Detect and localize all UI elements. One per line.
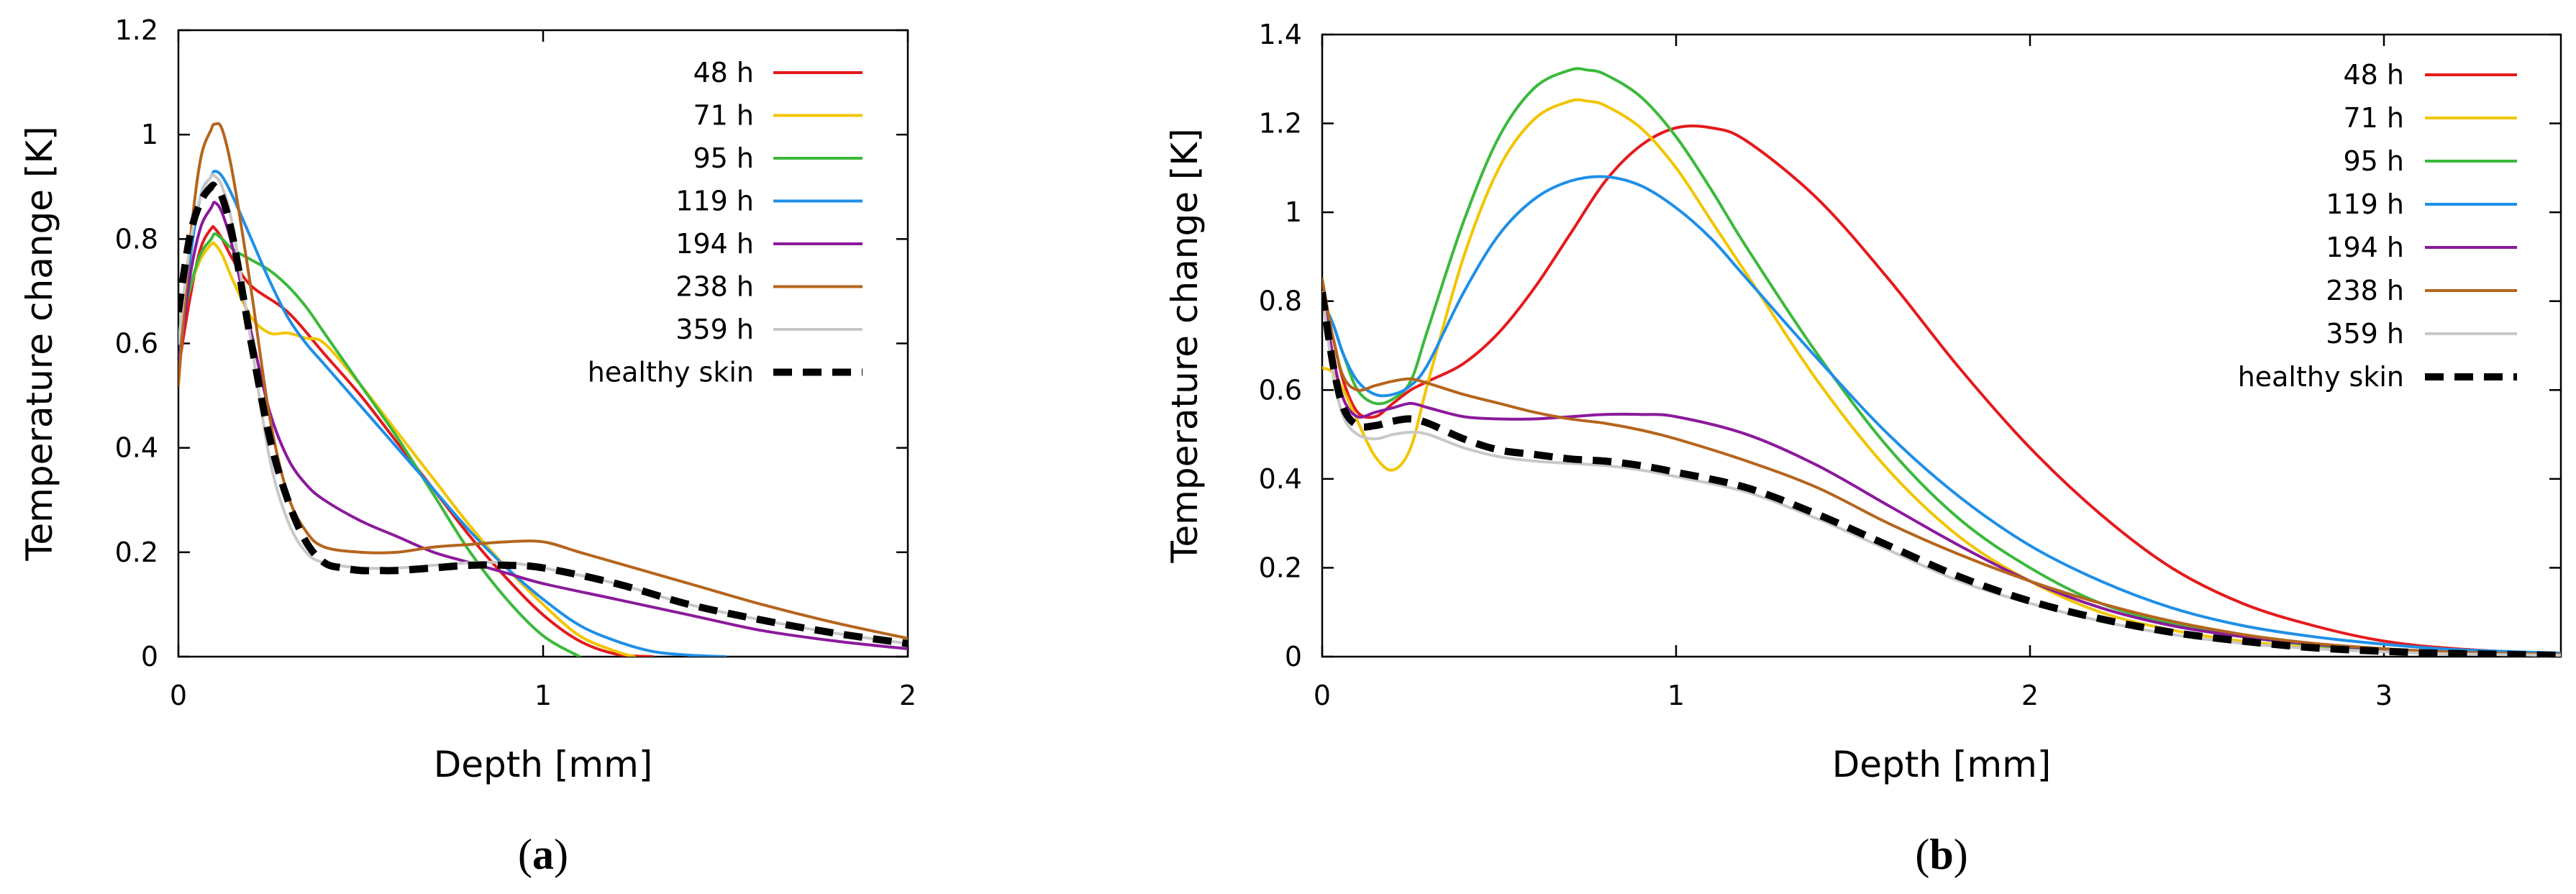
panel-label-close: ) bbox=[554, 831, 568, 878]
legend-label: 48 h bbox=[693, 57, 754, 88]
x-tick-label: 3 bbox=[2375, 680, 2393, 711]
y-tick-label: 1 bbox=[141, 119, 158, 150]
y-tick-label: 0.8 bbox=[115, 223, 158, 255]
series-lines bbox=[1322, 67, 2561, 657]
series-lines bbox=[178, 122, 908, 657]
x-tick-label: 1 bbox=[534, 680, 552, 711]
chart-panel-b: 0 0.2 0.4 0.6 0.8 1 1.2 1.4 0 1 2 3 Depth [mm] Temper… bbox=[1164, 19, 2562, 878]
series-line-48-h bbox=[1322, 124, 2561, 656]
legend-label: 95 h bbox=[693, 142, 754, 174]
series-line-194-h bbox=[178, 201, 908, 651]
legend-label: 71 h bbox=[693, 100, 754, 132]
legend-label: 119 h bbox=[675, 186, 754, 217]
y-axis-label: Temperature change [K] bbox=[19, 126, 60, 561]
series-line-119-h bbox=[178, 169, 727, 657]
x-tick-label: 1 bbox=[1667, 680, 1685, 711]
y-tick-label: 1.2 bbox=[1259, 108, 1302, 140]
plot-frame bbox=[177, 29, 909, 658]
legend: 48 h 71 h 95 h 119 h 194 h 238 h 359 h healthy … bbox=[588, 57, 863, 388]
x-tick-label: 0 bbox=[170, 680, 187, 711]
legend-label: 119 h bbox=[2326, 188, 2404, 220]
y-tick-label: 1 bbox=[1285, 196, 1302, 228]
panel-label: (b) bbox=[1915, 831, 1967, 878]
y-tick-label: 0 bbox=[1285, 641, 1302, 672]
series-line-71-h bbox=[178, 241, 636, 657]
series-line-healthy-skin bbox=[1322, 291, 2561, 657]
panel-label-close: ) bbox=[1954, 831, 1968, 878]
panel-label-letter: a bbox=[532, 831, 554, 878]
plot-frame bbox=[1321, 33, 2562, 658]
legend-label: healthy skin bbox=[2238, 361, 2404, 393]
series-line-238-h bbox=[1322, 277, 2561, 656]
y-tick-label: 0.6 bbox=[1259, 374, 1302, 406]
x-axis-label: Depth [mm] bbox=[1832, 744, 2052, 785]
series-line-238-h bbox=[178, 122, 908, 640]
y-tick-label: 0.4 bbox=[1259, 463, 1302, 495]
series-line-119-h bbox=[1322, 175, 2561, 655]
y-tick-label: 1.2 bbox=[115, 14, 158, 46]
panel-label-open: ( bbox=[1915, 831, 1929, 878]
x-tick-label: 2 bbox=[2021, 680, 2039, 711]
legend-label: 238 h bbox=[675, 271, 754, 303]
x-tick-label: 0 bbox=[1314, 680, 1331, 711]
y-axis-label: Temperature change [K] bbox=[1164, 128, 1206, 563]
panel-label-open: ( bbox=[518, 831, 532, 878]
legend-label: 71 h bbox=[2343, 102, 2404, 134]
legend: 48 h 71 h 95 h 119 h 194 h 238 h 359 h healthy … bbox=[2238, 59, 2517, 393]
y-tick-label: 0.2 bbox=[115, 537, 158, 568]
legend-label: healthy skin bbox=[588, 357, 754, 388]
panel-label-letter: b bbox=[1929, 831, 1953, 878]
x-axis-label: Depth [mm] bbox=[434, 744, 653, 785]
y-tick-label: 0.2 bbox=[1259, 552, 1302, 583]
y-tick-label: 0 bbox=[141, 641, 158, 672]
panel-label: (a) bbox=[518, 831, 568, 878]
y-tick-label: 0.8 bbox=[1259, 286, 1302, 317]
series-line-95-h bbox=[178, 232, 581, 657]
legend-label: 359 h bbox=[675, 314, 754, 345]
legend-label: 95 h bbox=[2343, 145, 2404, 177]
legend-label: 359 h bbox=[2326, 318, 2404, 350]
y-tick-label: 1.4 bbox=[1259, 19, 1302, 50]
series-line-194-h bbox=[1322, 291, 2561, 657]
legend-label: 48 h bbox=[2343, 59, 2404, 91]
y-tick-label: 0.6 bbox=[115, 328, 158, 360]
legend-label: 238 h bbox=[2326, 275, 2404, 306]
legend-label: 194 h bbox=[2326, 232, 2404, 263]
series-line-healthy-skin bbox=[178, 181, 908, 647]
y-tick-label: 0.4 bbox=[115, 432, 158, 464]
x-tick-label: 2 bbox=[899, 680, 916, 711]
legend-label: 194 h bbox=[675, 228, 754, 260]
chart-panel-a: 0 0.2 0.4 0.6 0.8 1 1.2 0 1 2 Depth [mm] Temperatur… bbox=[19, 14, 916, 878]
series-line-48-h bbox=[178, 225, 655, 657]
